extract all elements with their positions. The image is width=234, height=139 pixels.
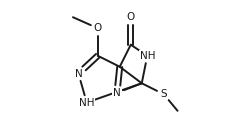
Text: O: O [127, 12, 135, 22]
Text: N: N [75, 69, 82, 79]
Text: S: S [161, 89, 167, 99]
Text: NH: NH [79, 98, 95, 108]
Text: O: O [94, 23, 102, 33]
Text: N: N [113, 88, 121, 98]
Text: NH: NH [139, 51, 155, 61]
